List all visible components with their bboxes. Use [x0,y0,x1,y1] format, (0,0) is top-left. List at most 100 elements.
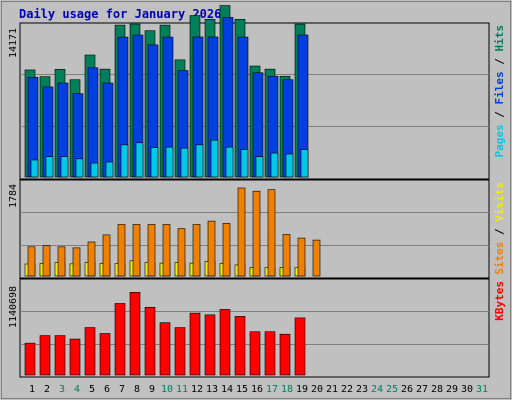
day-label-12: 12 [191,384,203,395]
day-label-19: 19 [296,384,308,395]
bar-pages-day-11 [180,147,189,178]
bar-sites-day-2 [42,245,51,277]
day-label-31: 31 [476,384,488,395]
day-label-14: 14 [221,384,233,395]
bar-kbytes-day-5 [84,327,96,376]
bar-kbytes-day-3 [54,335,66,376]
bar-pages-day-18 [285,153,294,178]
bar-kbytes-day-12 [189,312,201,376]
bar-sites-day-13 [207,220,216,277]
legend-item: KBytes [493,281,506,321]
bar-sites-day-14 [222,223,231,277]
bar-pages-day-7 [120,144,129,178]
bar-sites-day-20 [312,239,321,277]
bar-kbytes-day-19 [294,317,306,376]
bar-kbytes-day-14 [219,309,231,376]
day-label-16: 16 [251,384,263,395]
bar-pages-day-15 [240,149,249,178]
bar-kbytes-day-6 [99,333,111,376]
bar-sites-day-12 [192,224,201,277]
bar-sites-day-4 [72,247,81,277]
bar-pages-day-9 [150,147,159,178]
bar-kbytes-day-1 [24,342,36,376]
bar-pages-day-2 [45,156,54,178]
bar-sites-day-1 [27,246,36,277]
bar-kbytes-day-10 [159,322,171,376]
legend-item: Visits [493,182,506,222]
bar-pages-day-6 [105,161,114,178]
bar-pages-day-5 [90,162,99,178]
legend-item: Pages [493,124,506,157]
legend-item: / [493,222,506,242]
legend-item: / [493,105,506,125]
day-axis: 1 2 3 4 5 6 7 8 9 10 11 12 13 14 15 16 17 18 19 20 21 22 23 24 2… [29,384,488,395]
bar-sites-day-9 [147,224,156,277]
bar-kbytes-day-4 [69,338,81,376]
bar-kbytes-day-7 [114,303,126,376]
bar-kbytes-day-17 [264,331,276,376]
day-label-23: 23 [356,384,368,395]
max-label-kb: 1140698 [8,286,19,328]
day-label-26: 26 [401,384,413,395]
bar-pages-day-12 [195,144,204,178]
bar-kbytes-day-11 [174,327,186,376]
day-label-5: 5 [89,384,95,395]
bar-pages-day-14 [225,146,234,178]
day-label-10: 10 [161,384,173,395]
bar-pages-day-16 [255,156,264,178]
day-label-11: 11 [176,384,188,395]
bar-sites-day-3 [57,246,66,277]
bar-sites-day-15 [237,187,246,277]
bar-kbytes-day-15 [234,316,246,376]
bar-sites-day-8 [132,224,141,277]
day-label-22: 22 [341,384,353,395]
legend-kb: KBytes [493,281,506,321]
legend-pfh: Pages / Files / Hits [493,25,506,158]
bar-kbytes-day-8 [129,291,141,376]
day-label-27: 27 [416,384,428,395]
day-label-15: 15 [236,384,248,395]
bar-sites-day-18 [282,234,291,277]
day-label-1: 1 [29,384,35,395]
legend-item: Hits [493,25,506,52]
day-label-2: 2 [44,384,50,395]
day-label-4: 4 [74,384,80,395]
day-label-17: 17 [266,384,278,395]
bar-pages-day-3 [60,156,69,178]
day-label-6: 6 [104,384,110,395]
panel-sv: 1784 Sites / Visits [8,179,506,279]
bar-kbytes-day-16 [249,331,261,376]
bar-pages-day-19 [300,149,309,178]
day-label-28: 28 [431,384,443,395]
day-label-8: 8 [134,384,140,395]
day-label-30: 30 [461,384,473,395]
bar-kbytes-day-2 [39,335,51,376]
chart-title: Daily usage for January 2026 [19,7,221,21]
bar-pages-day-1 [30,159,39,178]
bar-sites-day-7 [117,224,126,277]
bar-pages-day-17 [270,152,279,178]
bar-sites-day-6 [102,234,111,277]
legend-item: Files [493,71,506,104]
day-label-25: 25 [386,384,398,395]
legend-item: Sites [493,242,506,275]
bar-sites-day-17 [267,189,276,277]
day-label-20: 20 [311,384,323,395]
bar-kbytes-day-9 [144,306,156,376]
bar-pages-day-10 [165,146,174,178]
day-label-3: 3 [59,384,65,395]
bar-sites-day-10 [162,224,171,277]
panel-kb: 1140698 KBytes [8,278,506,378]
bar-pages-day-8 [135,142,144,178]
day-label-7: 7 [119,384,125,395]
bar-pages-day-4 [75,158,84,178]
max-label-sv: 1784 [8,184,19,208]
day-label-13: 13 [206,384,218,395]
day-label-24: 24 [371,384,383,395]
bar-pages-day-13 [210,139,219,178]
bar-sites-day-19 [297,237,306,277]
max-label-pfh: 14171 [8,28,19,58]
bar-kbytes-day-18 [279,333,291,376]
